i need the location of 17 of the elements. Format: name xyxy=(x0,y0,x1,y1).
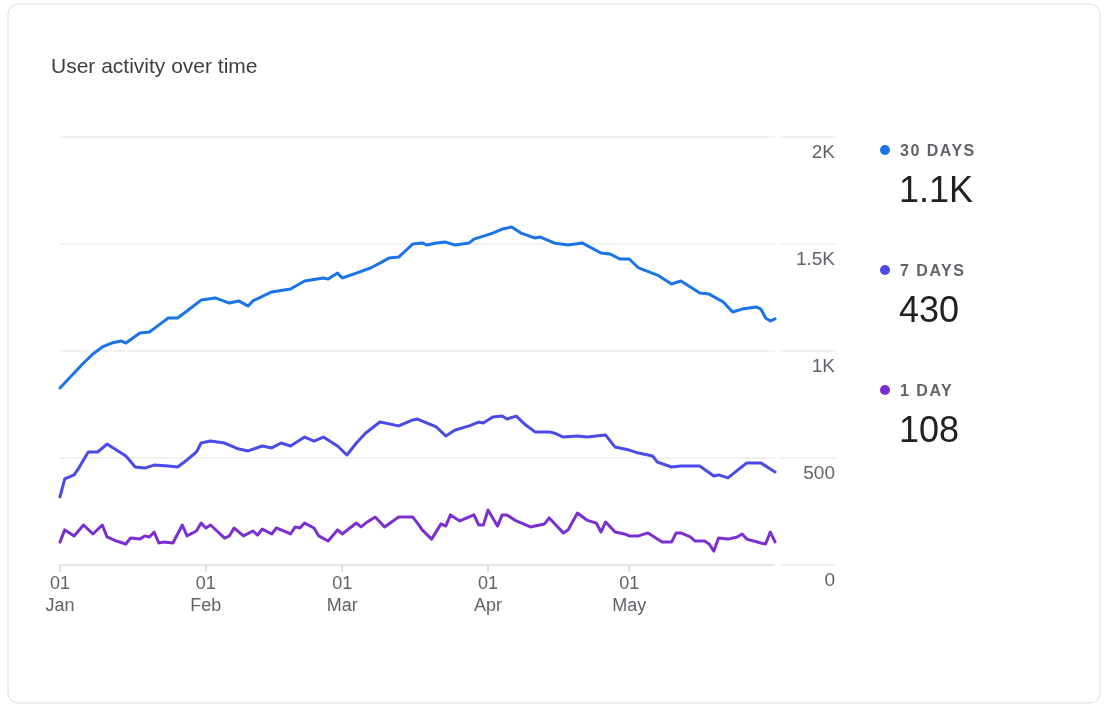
y-tick-label: 1.5K xyxy=(795,248,836,269)
y-tick-label: 0 xyxy=(824,569,835,590)
text: 430 xyxy=(899,289,960,330)
y-tick-label: 2K xyxy=(811,141,836,162)
text: 108 xyxy=(899,409,960,450)
legend-label: 7 DAYS xyxy=(900,262,966,279)
legend-label: 1 DAY xyxy=(900,382,954,399)
x-tick-label: 01 Feb xyxy=(190,573,222,615)
y-tick-label: 1K xyxy=(811,355,836,376)
text: 1.1K xyxy=(899,169,974,210)
chart-title: User activity over time xyxy=(51,54,258,77)
x-tick-label: 01 Mar xyxy=(326,573,358,615)
x-tick-label: 01 Jan xyxy=(45,573,75,615)
y-tick-label: 500 xyxy=(803,462,835,483)
x-tick-label: 01 Apr xyxy=(474,573,503,615)
x-tick-label: 01 May xyxy=(612,573,647,615)
legend-label: 30 DAYS xyxy=(900,142,976,159)
